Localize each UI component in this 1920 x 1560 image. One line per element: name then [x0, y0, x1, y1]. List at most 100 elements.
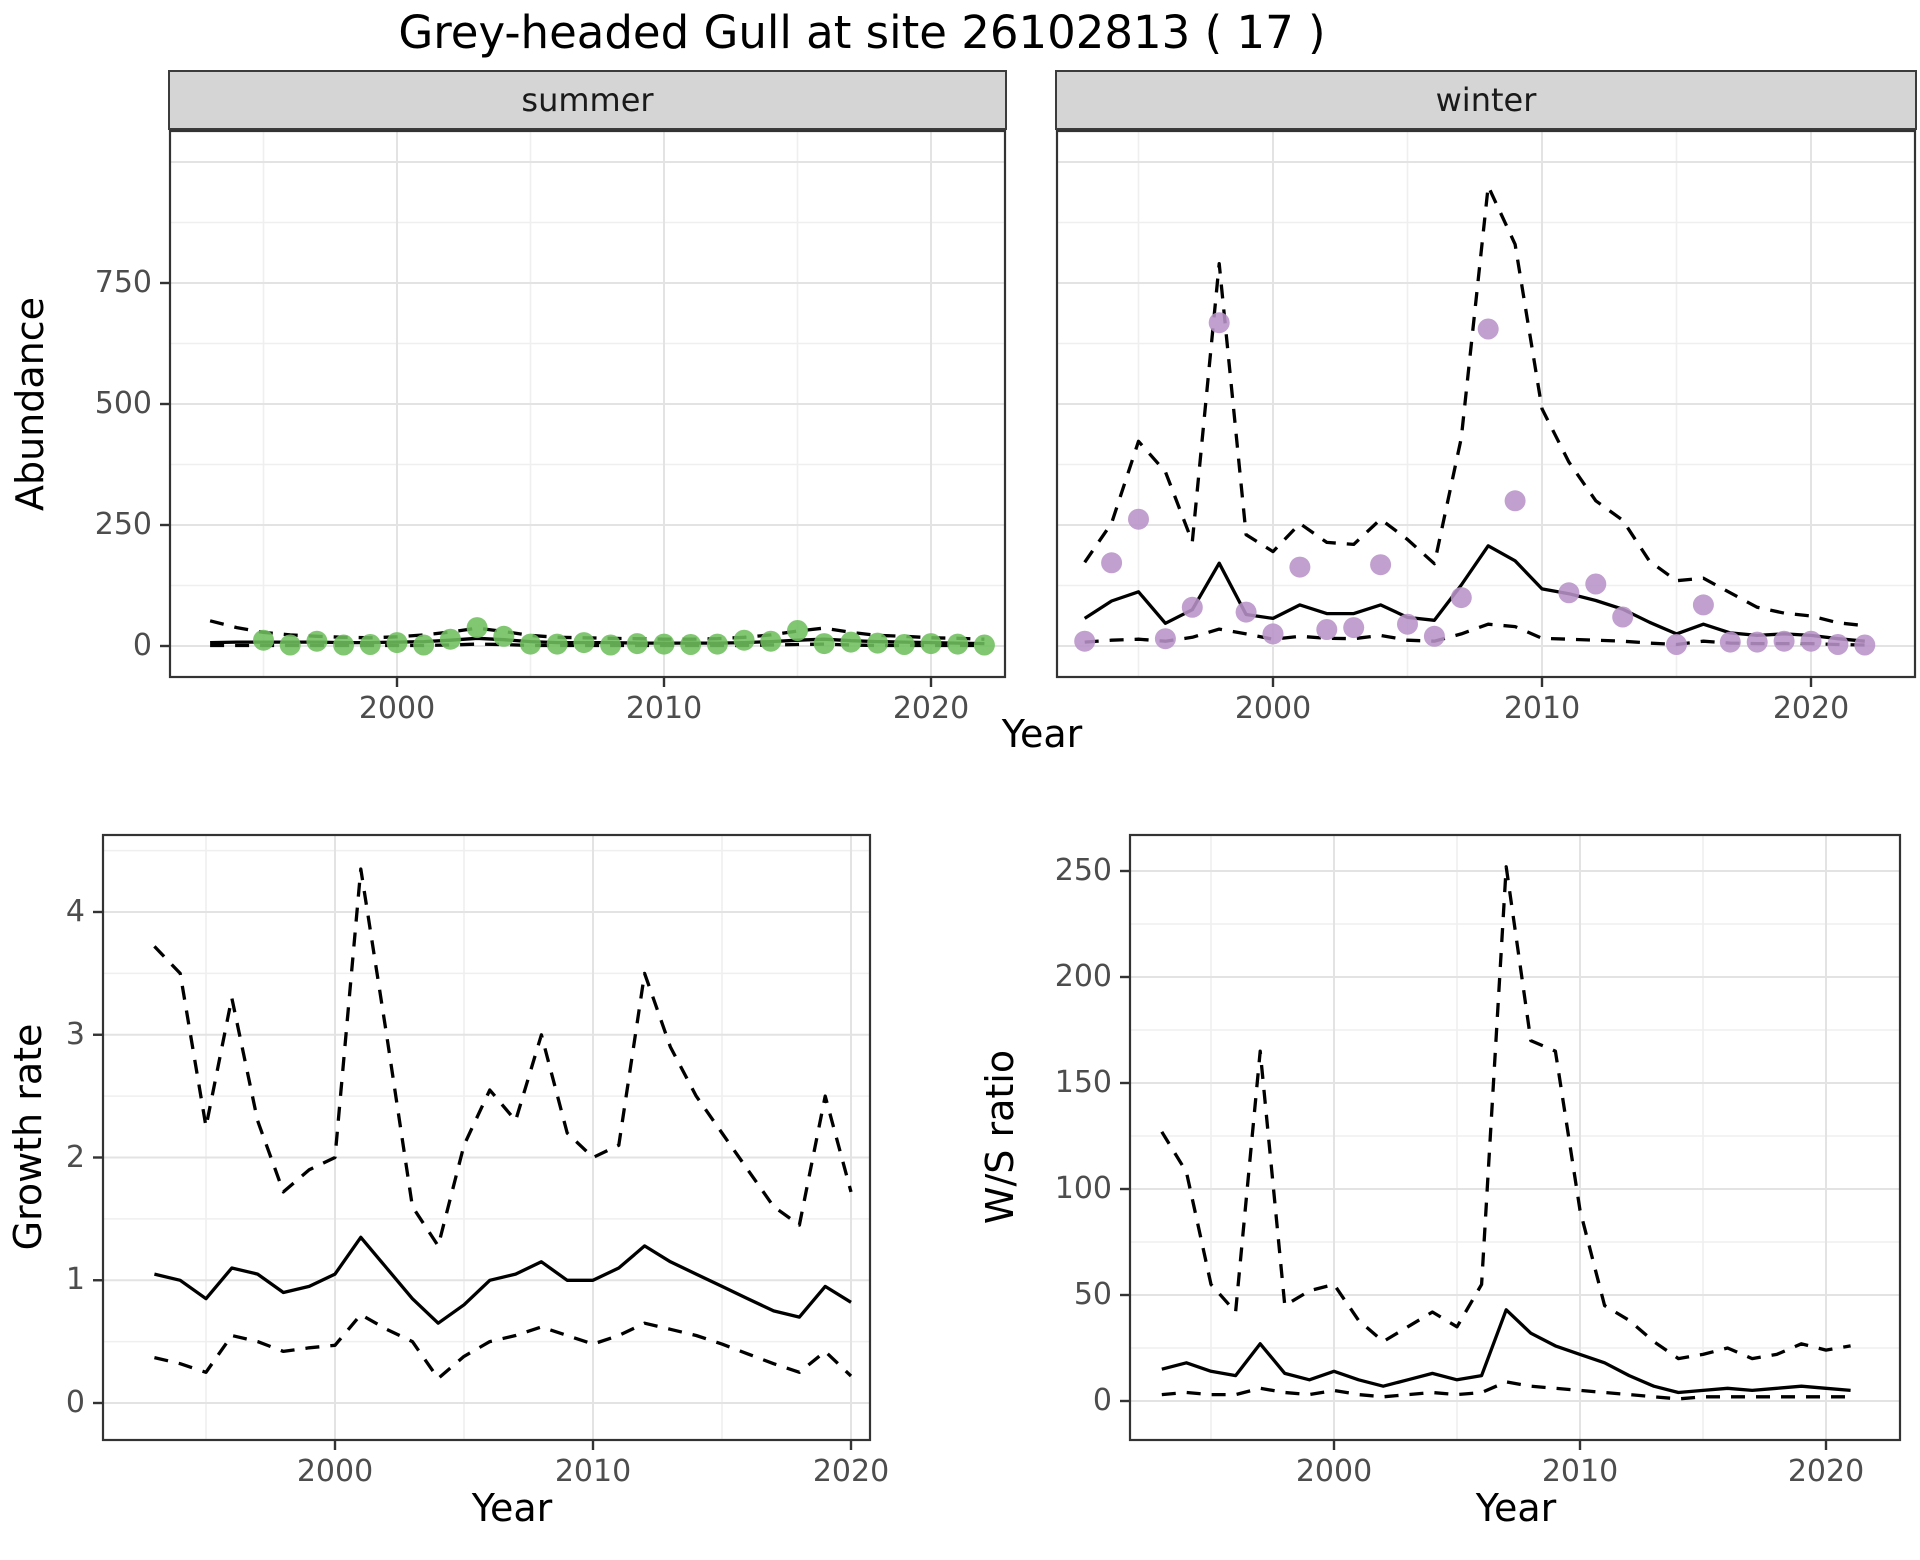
data-point — [1397, 613, 1418, 635]
x-tick-label: 2010 — [554, 1454, 632, 1489]
data-point — [386, 632, 408, 654]
data-point — [1370, 554, 1392, 576]
data-point — [1504, 490, 1526, 512]
model-fit-line — [1083, 544, 1865, 643]
data-point — [1101, 552, 1123, 574]
data-point — [333, 634, 355, 656]
data-point — [653, 633, 675, 655]
data-point — [1827, 634, 1849, 655]
data-point — [680, 634, 702, 655]
data-point — [573, 632, 595, 654]
data-point — [1746, 631, 1768, 653]
y-tick-label: 100 — [1054, 1171, 1112, 1206]
y-tick-label: 750 — [94, 265, 152, 300]
facet-strip-label: winter — [1435, 81, 1537, 119]
data-point — [1558, 582, 1580, 604]
data-point — [813, 633, 835, 655]
data-point — [1612, 606, 1634, 628]
y-tick-label: 0 — [132, 628, 152, 663]
y-tick-label: 500 — [94, 386, 152, 421]
data-point — [1181, 596, 1203, 618]
x-tick-label: 2010 — [1541, 1454, 1619, 1489]
upper-ci-line — [1083, 184, 1865, 628]
x-tick-label: 2020 — [1772, 691, 1850, 726]
data-point — [1719, 631, 1741, 653]
y-tick-label: 3 — [65, 1016, 85, 1052]
x-tick-label: 2010 — [1503, 691, 1581, 726]
data-point — [1450, 587, 1472, 609]
facet-strip-summer: summer — [168, 70, 1007, 130]
data-point — [600, 634, 622, 656]
data-point — [1262, 623, 1284, 645]
panel-border — [1055, 129, 1917, 679]
x-tick-label: 2000 — [296, 1454, 374, 1489]
data-point — [706, 633, 728, 655]
data-point — [466, 617, 488, 639]
data-point — [1585, 573, 1607, 595]
data-point — [760, 630, 782, 652]
y-tick-label: 50 — [1073, 1277, 1112, 1312]
data-point — [520, 633, 541, 655]
lower-ci-line — [154, 1312, 853, 1381]
y-tick-label: 4 — [65, 894, 85, 929]
data-point — [867, 632, 889, 654]
data-point — [947, 633, 969, 655]
data-point — [1692, 594, 1714, 616]
y-tick-label: 0 — [1092, 1383, 1112, 1418]
x-tick-label: 2000 — [1295, 1454, 1373, 1489]
data-point — [1343, 617, 1365, 639]
x-axis-title-top: Year — [1001, 712, 1083, 756]
figure-title: Grey-headed Gull at site 26102813 ( 17 ) — [398, 6, 1326, 59]
data-point — [840, 631, 862, 653]
data-point — [1208, 312, 1230, 334]
panel-border — [101, 833, 872, 1442]
data-point — [973, 634, 995, 656]
data-point — [1800, 630, 1822, 652]
data-point — [493, 625, 515, 647]
data-point — [1128, 508, 1149, 530]
data-point — [1477, 318, 1499, 340]
data-point — [893, 634, 915, 655]
x-tick-label: 2020 — [892, 691, 970, 726]
x-axis-title-growth-rate: Year — [471, 1486, 553, 1530]
data-point — [787, 620, 808, 641]
data-point — [1854, 634, 1876, 656]
data-point — [253, 629, 274, 651]
y-tick-label: 250 — [94, 507, 152, 542]
data-point — [1074, 630, 1096, 652]
facet-strip-winter: winter — [1055, 70, 1917, 130]
data-point — [1235, 601, 1257, 623]
data-point — [1316, 619, 1338, 640]
x-axis-title-ws-ratio: Year — [1475, 1486, 1557, 1530]
facet-strip-label: summer — [521, 81, 654, 119]
y-tick-label: 2 — [65, 1139, 85, 1175]
data-point — [1773, 630, 1795, 652]
data-point — [1666, 634, 1687, 655]
data-point — [920, 633, 942, 655]
data-point — [413, 634, 435, 656]
panel-border — [1128, 833, 1902, 1442]
lower-ci-line — [1161, 1380, 1851, 1401]
x-tick-label: 2010 — [625, 691, 703, 726]
y-tick-label: 200 — [1054, 959, 1112, 994]
data-point — [1154, 628, 1176, 650]
y-tick-label: 250 — [1054, 853, 1112, 888]
model-fit-line — [154, 1235, 852, 1325]
data-point — [1423, 625, 1445, 647]
y-tick-label: 150 — [1054, 1065, 1112, 1100]
data-point — [306, 630, 328, 652]
x-tick-label: 2000 — [358, 691, 436, 726]
y-tick-label: 1 — [65, 1262, 85, 1298]
x-tick-label: 2020 — [1787, 1454, 1865, 1489]
data-point — [546, 633, 568, 655]
y-tick-label: 0 — [65, 1385, 85, 1420]
model-fit-line — [1161, 1308, 1851, 1395]
data-point — [279, 634, 301, 656]
upper-ci-line — [153, 867, 853, 1248]
data-point — [626, 633, 648, 655]
data-point — [439, 628, 461, 650]
x-tick-label: 2000 — [1234, 691, 1312, 726]
x-tick-label: 2020 — [812, 1454, 890, 1489]
